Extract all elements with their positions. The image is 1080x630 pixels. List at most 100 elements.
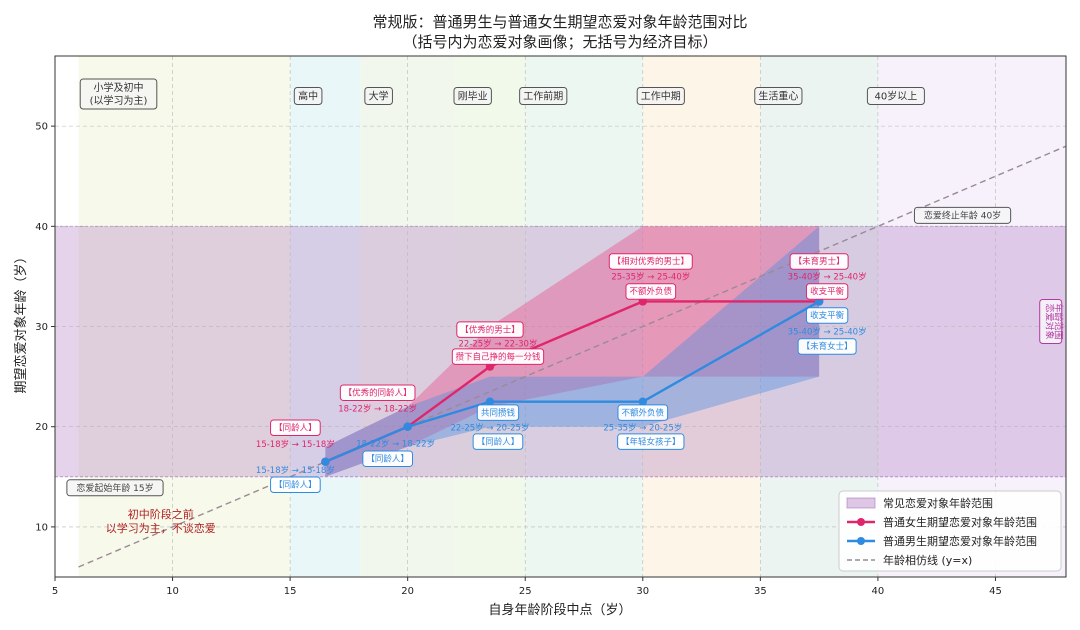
plot-area: 小学及初中(以学习为主) 高中 大学 刚毕业 工作前期 工作中期 生活重心 40岁以上恋爱对象…: [35, 55, 1067, 597]
x-axis-label: 自身年龄阶段中点（岁）: [488, 602, 631, 618]
side-range-label-text: 年龄范围: [1053, 304, 1065, 340]
stage-label-4: 工作前期: [519, 87, 568, 105]
y-axis-label: 期望恋爱对象年龄（岁）: [13, 250, 29, 393]
male-persona-label-1-box: [362, 450, 413, 467]
stage-label-3: 刚毕业: [453, 87, 492, 105]
female-persona-label-0-text: 【同龄人】: [274, 423, 317, 434]
male-persona-label-0-text: 【同龄人】: [274, 480, 317, 491]
female-persona-label-4-box: [789, 253, 849, 270]
stage-band-7: [877, 56, 1066, 577]
chart-subtitle: （括号内为恋爱对象画像；无括号为经济目标）: [402, 33, 717, 51]
stage-label-0-text: (以学习为主): [90, 94, 148, 107]
male-persona-label-3: 【年轻女孩子】: [617, 433, 685, 450]
female-goal-label-2: 攒下自己挣的每一分钱: [451, 348, 545, 365]
male-persona-label-1: 【同龄人】: [362, 450, 413, 467]
male-persona-label-3-box: [617, 433, 685, 450]
female-goal-label-4-text: 收支平衡: [810, 286, 845, 297]
female-persona-label-3-box: [608, 253, 693, 270]
stage-label-4-text: 工作前期: [523, 90, 563, 103]
male-point-2: [485, 397, 495, 406]
male-persona-label-0-box: [270, 476, 321, 494]
male-point-0: [321, 457, 330, 466]
stage-label-0-box: [79, 78, 158, 110]
start-age-label-box: [66, 479, 164, 497]
y-tick-label-2: 30: [35, 322, 48, 333]
male-range-label-2: 22-25岁 → 20-25岁: [450, 423, 529, 434]
male-persona-label-3-text: 【年轻女孩子】: [621, 436, 681, 447]
stage-label-2-box: [364, 87, 393, 105]
female-persona-label-4: 【未育男士】: [789, 253, 849, 270]
stage-label-0: 小学及初中(以学习为主): [79, 78, 158, 110]
stage-band-5: [642, 56, 761, 577]
female-persona-label-0: 【同龄人】: [270, 419, 321, 437]
side-range-label: 恋爱对象 年龄范围: [1039, 299, 1065, 345]
x-tick-label-3: 20: [401, 586, 414, 597]
stage-label-0-text: 小学及初中: [94, 81, 144, 94]
side-range-label-text: 恋爱对象: [1044, 304, 1056, 340]
female-goal-label-3: 不额外负债: [625, 283, 677, 300]
side-range-label-box: [1039, 299, 1063, 345]
male-goal-label-4-text: 收支平衡: [810, 310, 845, 321]
male-persona-label-0: 【同龄人】: [270, 476, 321, 494]
female-persona-label-4-text: 【未育男士】: [794, 256, 845, 267]
female-persona-label-2-text: 【优秀的男士】: [460, 324, 520, 335]
legend: 常见恋爱对象年龄范围普通女生期望恋爱对象年龄范围普通男生期望恋爱对象年龄范围年龄…: [838, 490, 1062, 572]
start-age-label-text: 恋爱起始年龄 15岁: [76, 482, 153, 494]
female-persona-label-3-text: 【相对优秀的男士】: [613, 256, 690, 267]
male-point-1: [403, 422, 412, 431]
female-goal-label-4: 收支平衡: [805, 283, 849, 300]
male-persona-label-2: 【同龄人】: [472, 433, 524, 450]
stage-label-7-box: [866, 87, 925, 105]
female-goal-label-3-text: 不额外负债: [630, 286, 673, 297]
male-goal-label-3-box: [617, 404, 669, 421]
female-goal-label-3-box: [625, 283, 677, 300]
female-persona-label-1-box: [339, 384, 416, 401]
legend-female-marker: [857, 518, 865, 526]
stage-label-5-text: 工作中期: [641, 90, 681, 103]
male-persona-label-4-text: 【未育女士】: [802, 341, 853, 352]
common-range-band: [55, 226, 1066, 477]
stage-label-1-text: 高中: [298, 90, 318, 103]
male-goal-label-2-box: [476, 404, 520, 421]
stage-label-1-box: [293, 87, 323, 105]
female-range-label-1: 18-22岁 → 18-22岁: [338, 404, 417, 415]
male-range-label-3: 25-35岁 → 20-25岁: [603, 423, 682, 434]
female-persona-label-2: 【优秀的男士】: [456, 321, 524, 338]
female-goal-label-4-box: [805, 283, 849, 300]
female-range-label-4: 35-40岁 → 25-40岁: [788, 271, 867, 282]
female-range-label-3: 25-35岁 → 25-40岁: [611, 271, 690, 282]
end-age-label-text: 恋爱终止年龄 40岁: [924, 209, 1001, 221]
male-goal-label-3: 不额外负债: [617, 404, 669, 421]
male-persona-label-1-text: 【同龄人】: [366, 453, 409, 464]
x-tick-label-8: 45: [989, 586, 1002, 597]
stage-label-7: 40岁以上: [866, 87, 925, 105]
x-tick-label-0: 5: [52, 586, 58, 597]
male-goal-label-4: 收支平衡: [805, 307, 849, 324]
male-point-3: [638, 397, 647, 406]
stage-label-3-box: [453, 87, 492, 105]
male-goal-label-3-text: 不额外负债: [622, 407, 665, 418]
y-tick-label-1: 20: [35, 422, 48, 433]
stage-band-4: [525, 56, 643, 577]
legend-common-range-label: 常见恋爱对象年龄范围: [883, 496, 993, 510]
legend-identity-label: 年龄相仿线 (y=x): [883, 553, 972, 567]
stage-label-3-text: 刚毕业: [458, 90, 488, 103]
stage-label-6: 生活重心: [754, 87, 803, 105]
female-goal-label-2-text: 攒下自己挣的每一分钱: [455, 351, 541, 362]
male-persona-label-4-box: [797, 338, 857, 355]
stage-label-6-box: [754, 87, 803, 105]
stage-label-6-text: 生活重心: [758, 90, 798, 103]
legend-common-range-swatch: [846, 497, 876, 509]
stage-label-5: 工作中期: [636, 87, 685, 105]
x-tick-label-4: 25: [519, 586, 532, 597]
y-tick-label-3: 40: [35, 222, 48, 233]
male-range-label-4: 35-40岁 → 25-40岁: [788, 326, 867, 337]
legend-male-label: 普通男生期望恋爱对象年龄范围: [883, 534, 1037, 548]
end-age-label-box: [913, 206, 1012, 224]
identity-line: [78, 145, 1067, 568]
legend-male-marker: [857, 537, 865, 545]
stage-band-3: [454, 56, 526, 577]
stage-label-5-box: [636, 87, 685, 105]
female-persona-label-1-text: 【优秀的同龄人】: [344, 387, 412, 398]
